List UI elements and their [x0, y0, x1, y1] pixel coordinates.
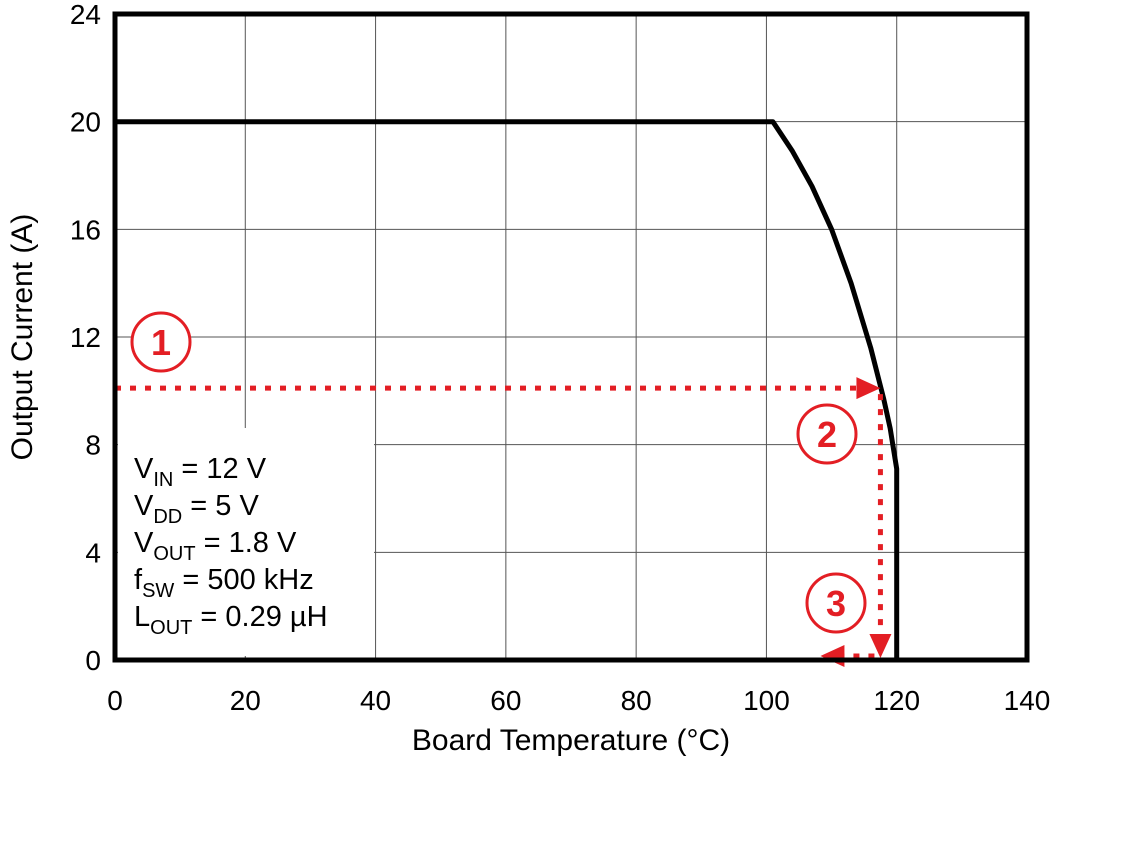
condition-symbol: V	[134, 453, 154, 485]
condition-subscript: SW	[142, 580, 174, 602]
step-marker-2-label: 2	[817, 414, 837, 455]
step-marker-2-circle	[796, 403, 858, 465]
y-tick-label: 4	[85, 537, 101, 568]
conditions-box-background	[118, 428, 374, 656]
step-marker-1-label: 1	[151, 322, 171, 363]
x-tick-label: 100	[743, 685, 790, 716]
condition-value: = 0.29 µH	[192, 601, 327, 633]
condition-line: VOUT = 1.8 V	[134, 527, 297, 565]
x-tick-label: 140	[1004, 685, 1051, 716]
x-tick-labels: 0 20 40 60 80 100 120 140	[107, 685, 1050, 716]
condition-value: = 1.8 V	[196, 527, 297, 559]
condition-value: = 5 V	[182, 490, 259, 522]
y-tick-label: 0	[85, 645, 101, 676]
condition-symbol: f	[134, 564, 143, 596]
y-tick-label: 16	[70, 214, 101, 245]
x-tick-label: 40	[360, 685, 391, 716]
condition-value: = 12 V	[173, 453, 266, 485]
step-marker-3-circle	[805, 572, 867, 634]
condition-subscript: IN	[153, 469, 173, 491]
step-marker-1-circle	[130, 311, 192, 373]
x-tick-label: 60	[490, 685, 521, 716]
x-tick-label: 20	[230, 685, 261, 716]
guide-arrow-3-head	[820, 645, 845, 667]
x-tick-label: 80	[621, 685, 652, 716]
condition-symbol: L	[134, 601, 150, 633]
condition-value: = 500 kHz	[174, 564, 313, 596]
y-tick-label: 8	[85, 430, 101, 461]
y-tick-label: 12	[70, 322, 101, 353]
step-marker-3-label: 3	[826, 583, 846, 624]
series-group	[115, 119, 900, 660]
condition-line: LOUT = 0.29 µH	[134, 601, 328, 639]
x-tick-label: 0	[107, 685, 123, 716]
plot-frame	[112, 11, 1030, 663]
series-line	[115, 119, 900, 660]
guide-group: 1 2 3	[115, 311, 892, 667]
condition-symbol: V	[134, 527, 154, 559]
condition-subscript: DD	[153, 506, 182, 528]
condition-subscript: OUT	[153, 543, 195, 565]
condition-line: fSW = 500 kHz	[134, 564, 314, 602]
y-tick-label: 20	[70, 107, 101, 138]
condition-line: VDD = 5 V	[134, 490, 259, 528]
y-tick-labels: 0 4 8 12 16 20 24	[70, 0, 101, 676]
x-tick-label: 120	[873, 685, 920, 716]
y-tick-label: 24	[70, 0, 101, 30]
condition-symbol: V	[134, 490, 154, 522]
guide-arrow-1-head	[856, 377, 881, 400]
condition-subscript: OUT	[150, 617, 192, 639]
condition-line: VIN = 12 V	[134, 453, 267, 491]
y-axis-title: Output Current (A)	[6, 214, 39, 461]
x-axis-title: Board Temperature (°C)	[412, 724, 730, 757]
guide-arrow-2-head	[869, 634, 892, 658]
